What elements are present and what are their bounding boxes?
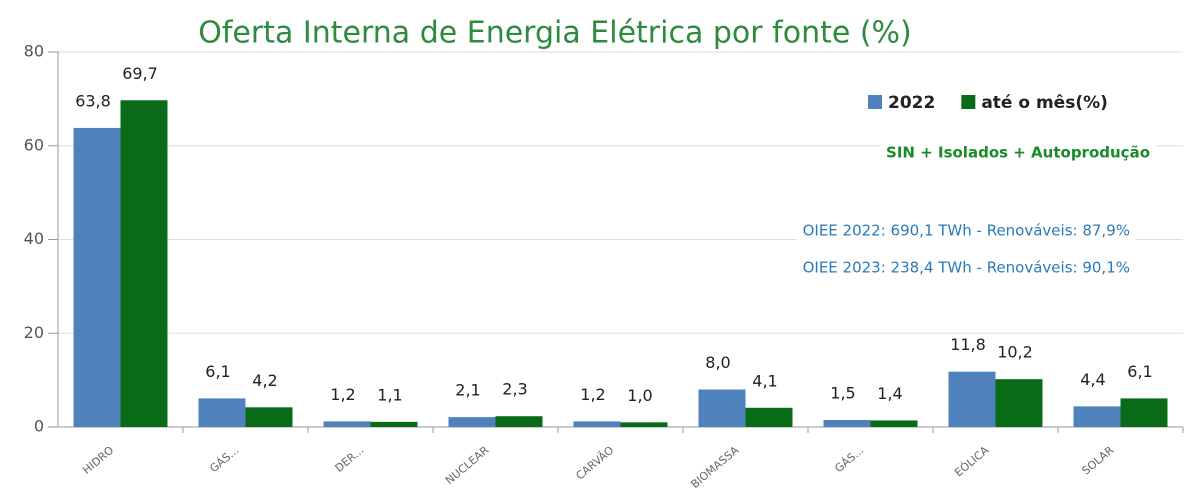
value-label: 4,2 — [252, 371, 277, 390]
value-label: 4,4 — [1080, 370, 1105, 389]
x-tick-label: DER... — [333, 444, 367, 475]
value-label: 1,2 — [330, 385, 355, 404]
bar — [823, 419, 871, 427]
y-tick-label: 40 — [24, 229, 44, 248]
annotation: SIN + Isolados + Autoprodução — [886, 144, 1150, 162]
y-tick-label: 20 — [24, 323, 44, 342]
value-label: 10,2 — [997, 343, 1033, 362]
value-label: 63,8 — [75, 91, 111, 110]
x-tick-label: SOLAR — [1080, 443, 1117, 477]
value-label: 1,5 — [830, 383, 855, 402]
value-label: 6,1 — [1127, 362, 1152, 381]
value-label: 4,1 — [752, 371, 777, 390]
x-tick-label: GÁS... — [832, 444, 866, 476]
x-tick-label: BIOMASSA — [688, 443, 741, 491]
bar — [1073, 406, 1121, 427]
annotation-bg — [796, 217, 1136, 244]
bar — [698, 389, 746, 427]
bar — [870, 420, 918, 427]
legend-swatch — [961, 95, 976, 109]
bar — [448, 417, 496, 427]
annotation-bg — [796, 254, 1136, 281]
value-label: 2,3 — [502, 380, 527, 399]
bar — [620, 422, 668, 427]
bar — [495, 416, 543, 427]
x-tick-label: CARVÃO — [573, 443, 616, 482]
bar — [370, 421, 418, 427]
value-label: 6,1 — [205, 362, 230, 381]
x-tick-label: GÁS... — [207, 444, 241, 476]
y-tick-label: 0 — [34, 417, 44, 436]
value-label: 1,1 — [377, 385, 402, 404]
value-label: 1,0 — [627, 386, 652, 405]
x-tick-label: EÓLICA — [952, 443, 992, 479]
annotation-bg — [880, 139, 1156, 166]
value-label: 2,1 — [455, 381, 480, 400]
legend-label: 2022 — [888, 93, 935, 113]
value-label: 1,2 — [580, 385, 605, 404]
legend-label: até o mês(%) — [981, 93, 1108, 113]
bar — [948, 371, 996, 427]
value-label: 69,7 — [122, 64, 158, 83]
annotation: OIEE 2023: 238,4 TWh - Renováveis: 90,1% — [803, 259, 1130, 277]
annotation: OIEE 2022: 690,1 TWh - Renováveis: 87,9% — [803, 222, 1130, 240]
bar — [1120, 398, 1168, 427]
bar — [573, 421, 621, 427]
x-tick-label: HIDRO — [80, 443, 116, 477]
legend-swatch — [868, 95, 882, 109]
value-label: 8,0 — [705, 353, 730, 372]
y-tick-label: 80 — [24, 42, 44, 61]
value-label: 1,4 — [877, 384, 902, 403]
bar — [245, 407, 293, 427]
bar — [995, 379, 1043, 427]
bar — [120, 100, 168, 427]
bar — [198, 398, 246, 427]
chart-title: Oferta Interna de Energia Elétrica por f… — [198, 16, 912, 51]
y-tick-label: 60 — [24, 135, 44, 154]
bar — [745, 407, 793, 427]
bar — [323, 421, 371, 427]
bar — [73, 127, 121, 427]
value-label: 11,8 — [950, 335, 986, 354]
x-tick-label: NUCLEAR — [443, 443, 492, 487]
